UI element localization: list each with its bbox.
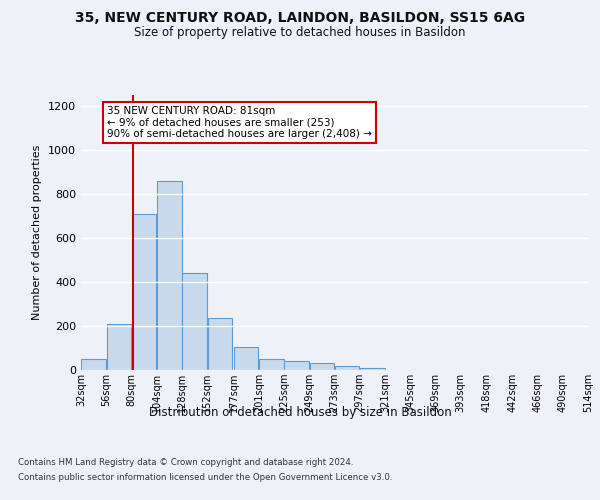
Text: Distribution of detached houses by size in Basildon: Distribution of detached houses by size … — [149, 406, 451, 419]
Bar — [310, 364, 334, 370]
Text: 35 NEW CENTURY ROAD: 81sqm
← 9% of detached houses are smaller (253)
90% of semi: 35 NEW CENTURY ROAD: 81sqm ← 9% of detac… — [107, 106, 372, 139]
Bar — [107, 324, 131, 370]
Text: Contains HM Land Registry data © Crown copyright and database right 2024.: Contains HM Land Registry data © Crown c… — [18, 458, 353, 467]
Bar — [208, 318, 232, 370]
Text: Size of property relative to detached houses in Basildon: Size of property relative to detached ho… — [134, 26, 466, 39]
Bar — [259, 359, 284, 370]
Text: Contains public sector information licensed under the Open Government Licence v3: Contains public sector information licen… — [18, 473, 392, 482]
Bar — [157, 181, 182, 370]
Bar — [234, 347, 259, 370]
Bar — [284, 361, 309, 370]
Bar — [182, 273, 207, 370]
Bar — [360, 368, 385, 370]
Y-axis label: Number of detached properties: Number of detached properties — [32, 145, 43, 320]
Text: 35, NEW CENTURY ROAD, LAINDON, BASILDON, SS15 6AG: 35, NEW CENTURY ROAD, LAINDON, BASILDON,… — [75, 10, 525, 24]
Bar — [132, 214, 157, 370]
Bar — [335, 366, 359, 370]
Bar — [82, 359, 106, 370]
